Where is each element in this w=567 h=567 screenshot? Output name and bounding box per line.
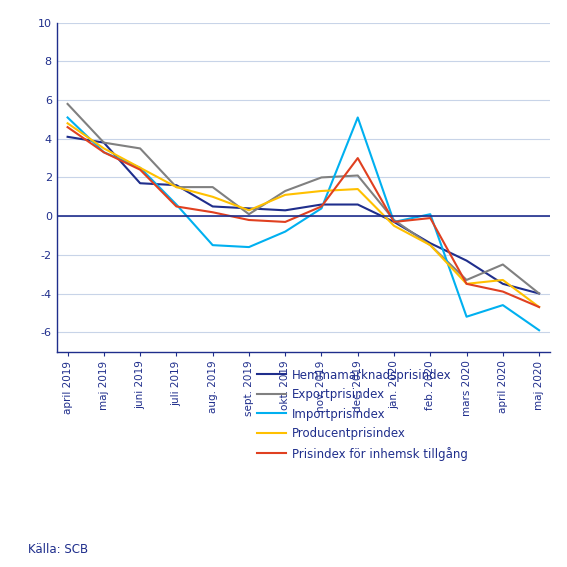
Importprisindex (391, 218, 397, 225)
Exportprisindex (463, 277, 470, 284)
Prisindex för inhemsk tillgång (246, 217, 252, 223)
Hemmamarknadsprisindex (246, 205, 252, 212)
Importprisindex (463, 314, 470, 320)
Producentprisindex (536, 304, 543, 311)
Hemmamarknadsprisindex (209, 203, 216, 210)
Importprisindex (64, 114, 71, 121)
Importprisindex (536, 327, 543, 333)
Prisindex för inhemsk tillgång (500, 288, 506, 295)
Importprisindex (282, 228, 289, 235)
Exportprisindex (354, 172, 361, 179)
Exportprisindex (137, 145, 143, 152)
Producentprisindex (137, 164, 143, 171)
Producentprisindex (209, 193, 216, 200)
Producentprisindex (318, 188, 325, 194)
Hemmamarknadsprisindex (100, 139, 107, 146)
Importprisindex (500, 302, 506, 308)
Producentprisindex (391, 222, 397, 229)
Prisindex för inhemsk tillgång (354, 155, 361, 162)
Exportprisindex (100, 139, 107, 146)
Producentprisindex (427, 242, 434, 248)
Line: Importprisindex: Importprisindex (67, 117, 539, 330)
Hemmamarknadsprisindex (463, 257, 470, 264)
Producentprisindex (500, 277, 506, 284)
Prisindex för inhemsk tillgång (173, 203, 180, 210)
Importprisindex (137, 164, 143, 171)
Importprisindex (318, 205, 325, 212)
Prisindex för inhemsk tillgång (463, 281, 470, 287)
Legend: Hemmamarknadsprisindex, Exportprisindex, Importprisindex, Producentprisindex, Pr: Hemmamarknadsprisindex, Exportprisindex,… (257, 369, 468, 461)
Hemmamarknadsprisindex (536, 290, 543, 297)
Hemmamarknadsprisindex (318, 201, 325, 208)
Line: Prisindex för inhemsk tillgång: Prisindex för inhemsk tillgång (67, 127, 539, 307)
Exportprisindex (391, 217, 397, 223)
Importprisindex (427, 211, 434, 218)
Exportprisindex (282, 188, 289, 194)
Exportprisindex (173, 184, 180, 191)
Exportprisindex (64, 100, 71, 107)
Prisindex för inhemsk tillgång (318, 203, 325, 210)
Producentprisindex (282, 192, 289, 198)
Prisindex för inhemsk tillgång (282, 218, 289, 225)
Prisindex för inhemsk tillgång (209, 209, 216, 215)
Importprisindex (173, 201, 180, 208)
Producentprisindex (173, 184, 180, 191)
Exportprisindex (427, 242, 434, 248)
Hemmamarknadsprisindex (500, 281, 506, 287)
Line: Exportprisindex: Exportprisindex (67, 104, 539, 294)
Importprisindex (354, 114, 361, 121)
Importprisindex (209, 242, 216, 248)
Importprisindex (100, 149, 107, 156)
Exportprisindex (246, 211, 252, 218)
Importprisindex (246, 244, 252, 251)
Producentprisindex (246, 207, 252, 214)
Prisindex för inhemsk tillgång (391, 218, 397, 225)
Hemmamarknadsprisindex (282, 207, 289, 214)
Hemmamarknadsprisindex (354, 201, 361, 208)
Line: Hemmamarknadsprisindex: Hemmamarknadsprisindex (67, 137, 539, 294)
Producentprisindex (64, 120, 71, 126)
Hemmamarknadsprisindex (64, 133, 71, 140)
Prisindex för inhemsk tillgång (64, 124, 71, 130)
Producentprisindex (100, 145, 107, 152)
Exportprisindex (536, 290, 543, 297)
Line: Producentprisindex: Producentprisindex (67, 123, 539, 307)
Hemmamarknadsprisindex (391, 218, 397, 225)
Exportprisindex (209, 184, 216, 191)
Prisindex för inhemsk tillgång (137, 166, 143, 173)
Producentprisindex (354, 185, 361, 192)
Producentprisindex (463, 281, 470, 287)
Prisindex för inhemsk tillgång (100, 149, 107, 156)
Hemmamarknadsprisindex (137, 180, 143, 187)
Exportprisindex (500, 261, 506, 268)
Hemmamarknadsprisindex (427, 240, 434, 247)
Text: Källa: SCB: Källa: SCB (28, 543, 88, 556)
Hemmamarknadsprisindex (173, 182, 180, 189)
Exportprisindex (318, 174, 325, 181)
Prisindex för inhemsk tillgång (536, 304, 543, 311)
Prisindex för inhemsk tillgång (427, 215, 434, 222)
